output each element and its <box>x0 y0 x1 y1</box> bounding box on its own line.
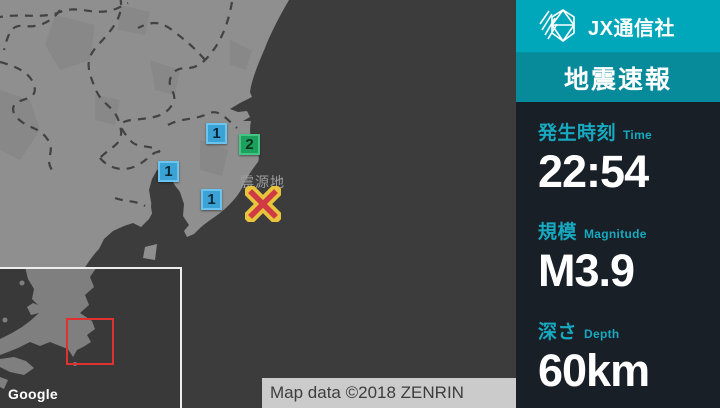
headline-banner: 地震速報 <box>516 53 720 102</box>
map-attribution: Map data ©2018 ZENRIN <box>262 378 516 408</box>
magnitude-label: 規模 <box>538 222 578 244</box>
magnitude-sublabel: Magnitude <box>584 227 647 242</box>
google-logo: Google <box>8 386 59 402</box>
land-kanto <box>0 0 289 303</box>
depth-label: 深さ <box>538 321 578 343</box>
time-sublabel: Time <box>623 128 653 142</box>
magnitude-field: 規模 Magnitude M3.9 <box>538 217 720 294</box>
brand-name: JX通信社 <box>588 17 675 40</box>
time-value: 22:54 <box>538 146 649 197</box>
region-indicator-box <box>66 318 114 365</box>
intensity-marker-3[interactable]: 1 <box>158 161 179 182</box>
time-field: 発生時刻 Time 22:54 <box>538 118 720 195</box>
epicenter-x-icon[interactable] <box>245 186 281 222</box>
depth-field: 深さ Depth 60km <box>538 317 720 394</box>
brand-header: JX通信社 <box>516 0 720 53</box>
intensity-marker-2[interactable]: 2 <box>239 134 260 155</box>
overview-inset-map[interactable]: Google <box>0 267 182 408</box>
intensity-marker-4[interactable]: 1 <box>201 189 222 210</box>
jx-press-logo-icon <box>539 9 575 42</box>
intensity-marker-1[interactable]: 1 <box>206 123 227 144</box>
depth-sublabel: Depth <box>584 326 620 341</box>
headline-text: 地震速報 <box>563 65 672 94</box>
alert-sidebar: JX通信社 地震速報 発生時刻 Time 22:54 規模 Magnitude … <box>516 0 720 408</box>
map-canvas[interactable]: 1 2 1 1 震源地 Google <box>0 0 516 408</box>
small-island <box>143 244 157 260</box>
time-label: 発生時刻 <box>538 123 617 144</box>
alert-details: 発生時刻 Time 22:54 規模 Magnitude M3.9 深さ Dep… <box>516 102 720 394</box>
terrain-shading <box>0 5 252 176</box>
boundary-lines <box>0 0 238 207</box>
magnitude-value: M3.9 <box>538 245 635 297</box>
overview-map-svg <box>0 267 180 408</box>
depth-value: 60km <box>538 344 650 396</box>
tokyo-bay-water <box>148 176 184 267</box>
